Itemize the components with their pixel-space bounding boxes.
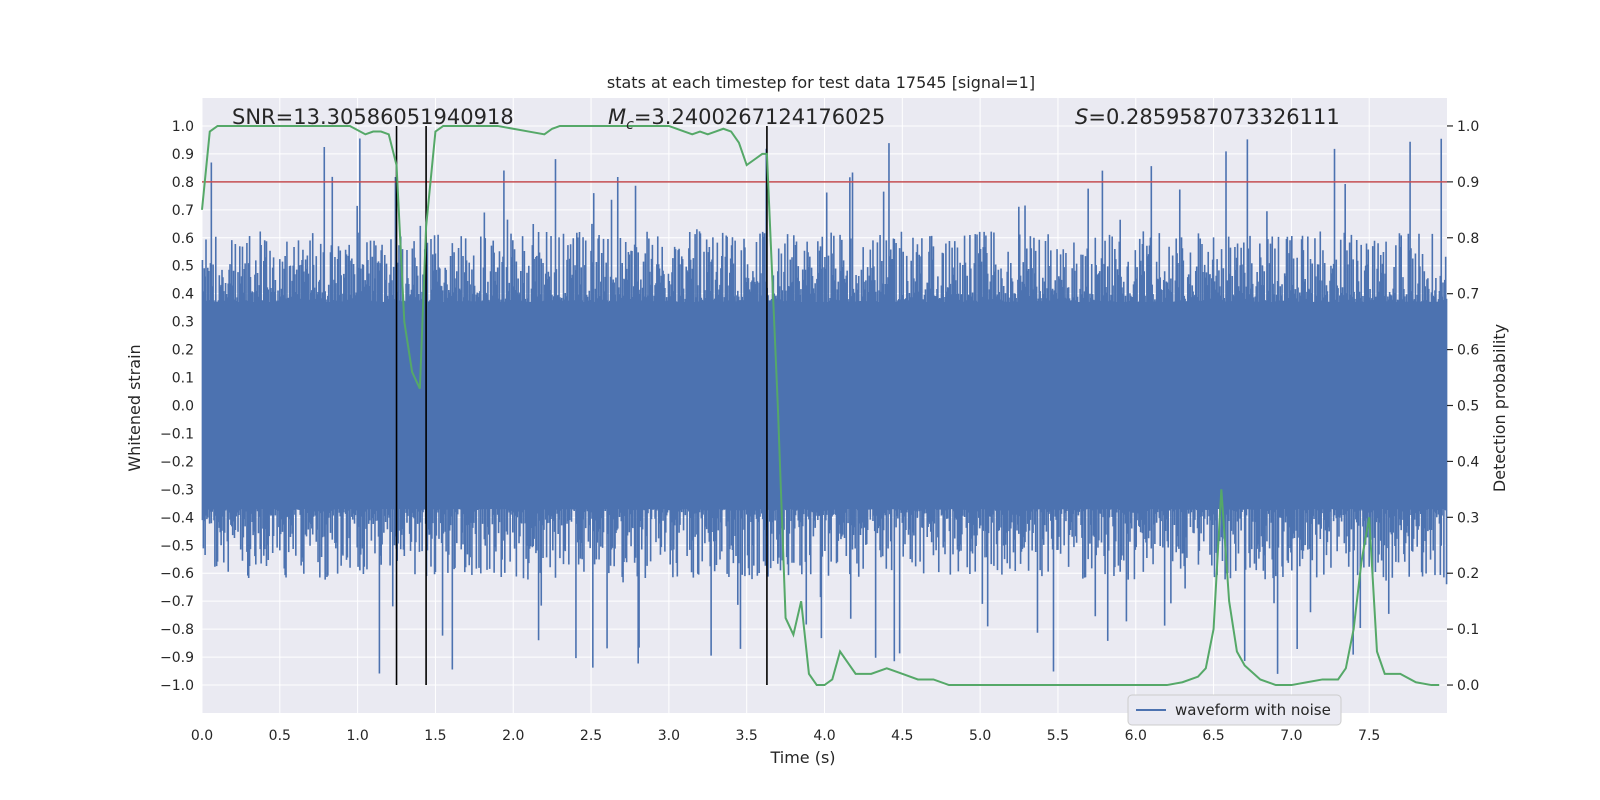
- y-tick-label: −0.2: [160, 454, 194, 470]
- legend-waveform-label: waveform with noise: [1175, 701, 1331, 719]
- x-axis-ticks: 0.0 0.5 1.0 1.5 2.0 2.5 3.0 3.5 4.0 4.5 5.0 5.5 6.0 6…: [191, 728, 1380, 744]
- x-tick-label: 5.0: [969, 728, 991, 744]
- y-axis-right-label: Detection probability: [1490, 324, 1509, 492]
- s-annotation: S=0.2859587073326111: [1075, 105, 1340, 129]
- legend-box: [1127, 694, 1342, 726]
- x-tick-label: 2.0: [502, 728, 524, 744]
- y-tick-label: −0.7: [160, 594, 194, 610]
- y-tick-label: 0.6: [172, 231, 194, 247]
- y-right-tick-label: 0.7: [1457, 287, 1479, 303]
- y-right-tick-label: 0.4: [1457, 454, 1479, 470]
- x-tick-label: 0.0: [191, 728, 213, 744]
- y-tick-label: 0.7: [172, 203, 194, 219]
- chirp-mass-value: =3.2400267124176025: [634, 105, 885, 129]
- y-tick-label: −0.3: [160, 482, 194, 498]
- x-axis-label: Time (s): [769, 748, 835, 767]
- y-tick-label: 0.9: [172, 147, 194, 163]
- s-value: =0.2859587073326111: [1088, 105, 1339, 129]
- y-axis-left-ticks: 1.0 0.9 0.8 0.7 0.6 0.5 0.4 0.3 0.2 0.1 0.0 −0.1 −0.…: [160, 119, 194, 694]
- y-axis-right-ticks: 1.0 0.9 0.8 0.7 0.6 0.5 0.4 0.3 0.2 0.1 0.0: [1447, 119, 1479, 694]
- x-tick-label: 6.0: [1125, 728, 1147, 744]
- y-tick-label: 0.2: [172, 343, 194, 359]
- x-tick-label: 0.5: [269, 728, 291, 744]
- y-tick-label: 0.4: [172, 287, 194, 303]
- y-right-tick-label: 0.0: [1457, 678, 1479, 694]
- x-tick-label: 4.5: [891, 728, 913, 744]
- y-right-tick-label: 0.1: [1457, 622, 1479, 638]
- y-right-tick-label: 0.9: [1457, 175, 1479, 191]
- x-tick-label: 7.5: [1358, 728, 1380, 744]
- x-tick-label: 6.5: [1202, 728, 1224, 744]
- x-tick-label: 7.0: [1280, 728, 1302, 744]
- chart-title: stats at each timestep for test data 175…: [607, 73, 1035, 92]
- y-tick-label: −0.5: [160, 538, 194, 554]
- y-axis-label: Whitened strain: [125, 344, 144, 471]
- snr-annotation: SNR=13.30586051940918: [232, 105, 514, 129]
- chirp-mass-subscript: c: [626, 117, 634, 133]
- y-tick-label: −0.4: [160, 510, 194, 526]
- y-right-tick-label: 1.0: [1457, 119, 1479, 135]
- y-tick-label: 0.8: [172, 175, 194, 191]
- y-right-tick-label: 0.2: [1457, 566, 1479, 582]
- y-tick-label: 1.0: [172, 119, 194, 135]
- chirp-mass-symbol: M: [608, 105, 626, 129]
- probability-series-group: [201, 124, 1440, 687]
- legend: waveform with noise: [1127, 694, 1342, 726]
- y-tick-label: 0.3: [172, 315, 194, 331]
- y-tick-label: −1.0: [160, 678, 194, 694]
- y-tick-label: −0.6: [160, 566, 194, 582]
- chirp-mass-annotation: Mc=3.2400267124176025: [608, 105, 885, 133]
- x-tick-label: 5.5: [1047, 728, 1069, 744]
- y-tick-label: 0.0: [172, 399, 194, 415]
- x-tick-label: 3.0: [658, 728, 680, 744]
- x-tick-label: 2.5: [580, 728, 602, 744]
- y-tick-label: 0.1: [172, 371, 194, 387]
- y-right-tick-label: 0.8: [1457, 231, 1479, 247]
- y-right-tick-label: 0.6: [1457, 343, 1479, 359]
- x-tick-label: 4.0: [813, 728, 835, 744]
- x-tick-label: 1.0: [346, 728, 368, 744]
- y-tick-label: 0.5: [172, 259, 194, 275]
- x-tick-label: 1.5: [424, 728, 446, 744]
- y-tick-label: −0.9: [160, 650, 194, 666]
- s-symbol: S: [1075, 105, 1088, 129]
- x-tick-label: 3.5: [736, 728, 758, 744]
- waveform-core-band: [202, 302, 1447, 509]
- waveform-series: [201, 138, 1448, 674]
- y-right-tick-label: 0.3: [1457, 510, 1479, 526]
- probability-line: [201, 124, 1440, 687]
- y-right-tick-label: 0.5: [1457, 399, 1479, 415]
- y-tick-label: −0.8: [160, 622, 194, 638]
- y-tick-label: −0.1: [160, 426, 194, 442]
